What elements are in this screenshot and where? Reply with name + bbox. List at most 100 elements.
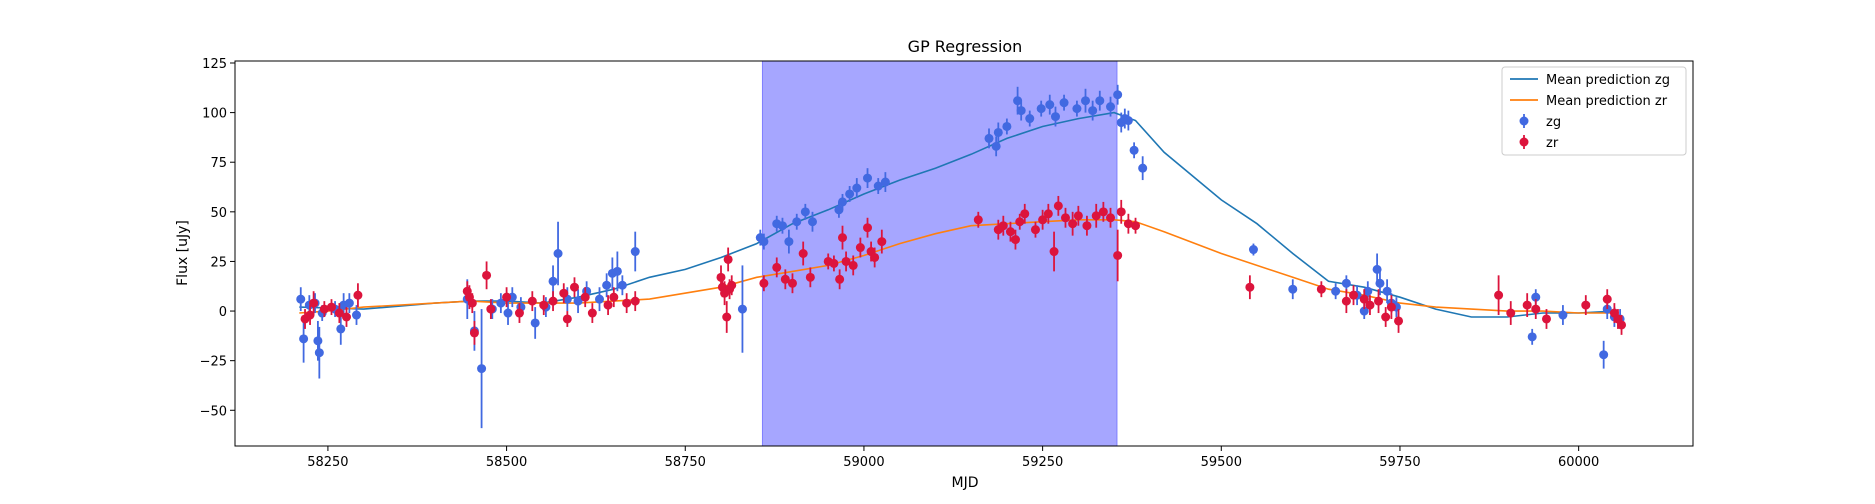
data-point-zg (984, 128, 994, 149)
marker (1020, 209, 1030, 219)
data-point-zr (469, 320, 479, 345)
data-point-zr (569, 277, 579, 298)
marker (630, 296, 640, 306)
data-point-zr (580, 287, 590, 308)
data-point-zr (1068, 211, 1078, 236)
marker (1558, 310, 1568, 320)
marker (1581, 300, 1591, 310)
marker (1106, 213, 1116, 223)
data-point-zr (1049, 231, 1059, 272)
y-tick-label: 0 (219, 305, 227, 320)
marker (353, 290, 363, 300)
data-point-zg (1036, 100, 1046, 117)
data-point-zg (880, 172, 890, 192)
marker (863, 173, 873, 183)
legend-item: zg (1519, 114, 1561, 130)
data-point-zr (467, 293, 477, 314)
data-point-zg (759, 233, 769, 250)
data-point-zr (341, 307, 351, 327)
data-point-zr (1522, 293, 1532, 318)
data-point-zg (314, 326, 324, 379)
marker (580, 292, 590, 302)
marker (1010, 235, 1020, 245)
y-tick-label: 75 (210, 156, 227, 171)
data-point-zr (1581, 295, 1591, 316)
marker (527, 296, 537, 306)
marker (587, 308, 597, 318)
y-tick-label: 50 (210, 206, 227, 221)
legend-label: Mean prediction zr (1546, 94, 1668, 109)
marker (1013, 96, 1023, 106)
marker (848, 260, 858, 270)
marker (1363, 286, 1373, 296)
data-point-zr (1060, 207, 1070, 228)
data-point-zg (807, 211, 817, 232)
marker (326, 302, 336, 312)
marker (469, 328, 479, 338)
marker (1036, 104, 1046, 114)
marker (1053, 201, 1063, 211)
data-points-layer (296, 84, 1627, 429)
data-point-zr (305, 305, 315, 325)
data-point-zr (759, 275, 769, 292)
marker (792, 217, 802, 227)
data-point-zr (1617, 315, 1627, 335)
marker (787, 278, 797, 288)
x-tick-label: 59750 (1379, 455, 1420, 470)
marker (1059, 98, 1069, 108)
y-tick-label: −50 (200, 404, 227, 419)
data-point-zg (344, 293, 354, 314)
data-point-zg (845, 186, 855, 202)
legend-label: zr (1546, 136, 1559, 151)
marker (1030, 225, 1040, 235)
marker (1088, 106, 1098, 116)
marker (1068, 219, 1078, 229)
legend-box (1501, 66, 1687, 156)
series-line-mean-prediction-zr (299, 219, 1615, 314)
data-point-zr (309, 291, 319, 316)
legend-label: Mean prediction zg (1546, 73, 1670, 88)
marker (777, 221, 787, 231)
data-point-zg (1016, 100, 1026, 121)
data-point-zg (873, 178, 883, 194)
marker (477, 364, 487, 374)
data-point-zr (998, 215, 1008, 236)
y-tick-label: 100 (202, 107, 227, 122)
data-point-zg (863, 168, 873, 189)
marker (612, 266, 622, 276)
data-point-zg (1288, 279, 1298, 300)
marker (1386, 302, 1396, 312)
marker (502, 292, 512, 302)
marker (852, 183, 862, 193)
marker (1349, 290, 1359, 300)
marker (305, 310, 315, 320)
data-point-zr (1038, 209, 1048, 230)
marker (1082, 221, 1092, 231)
data-point-zg (991, 136, 1001, 157)
marker (829, 258, 839, 268)
data-point-zg (573, 289, 583, 314)
data-point-zg (1025, 110, 1035, 127)
data-point-zr (319, 301, 329, 318)
data-point-zr (609, 287, 619, 308)
data-point-zr (502, 287, 512, 308)
data-point-zr (863, 217, 873, 238)
marker (1531, 304, 1541, 314)
x-axis: 58250 58500 58750 59000 59250 59500 59750 60000 (307, 446, 1599, 470)
marker (1248, 245, 1258, 255)
data-point-zg (784, 229, 794, 254)
marker (727, 280, 737, 290)
data-point-zg (1050, 106, 1060, 127)
marker (1602, 294, 1612, 304)
data-point-zr (1098, 201, 1108, 222)
legend-swatch-marker (1519, 137, 1529, 147)
marker (835, 274, 845, 284)
data-point-zr (562, 311, 572, 327)
data-point-zg (1331, 283, 1341, 300)
data-point-zr (1374, 289, 1384, 314)
x-tick-label: 60000 (1558, 455, 1599, 470)
data-point-zg (737, 265, 747, 353)
marker (855, 243, 865, 253)
x-tick-label: 58750 (665, 455, 706, 470)
marker (467, 298, 477, 308)
